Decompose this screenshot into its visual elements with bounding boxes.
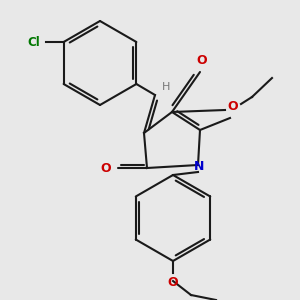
Text: O: O	[168, 277, 178, 290]
Text: N: N	[194, 160, 204, 172]
Text: O: O	[228, 100, 238, 112]
Text: H: H	[162, 82, 170, 92]
Text: Cl: Cl	[27, 35, 40, 49]
Text: O: O	[101, 161, 111, 175]
Text: O: O	[197, 55, 207, 68]
